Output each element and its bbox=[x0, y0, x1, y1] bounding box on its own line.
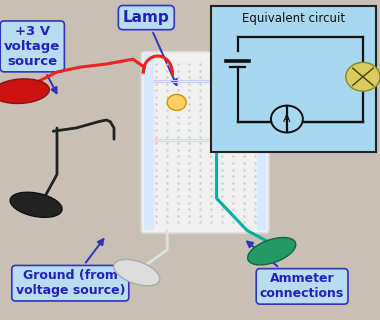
Bar bbox=[211, 6, 376, 152]
Circle shape bbox=[167, 94, 186, 110]
Bar bbox=[256, 54, 266, 230]
FancyBboxPatch shape bbox=[141, 52, 269, 233]
Circle shape bbox=[271, 106, 303, 132]
Text: +3 V
voltage
source: +3 V voltage source bbox=[4, 25, 60, 93]
Text: Ground (from
voltage source): Ground (from voltage source) bbox=[16, 239, 125, 297]
Ellipse shape bbox=[0, 79, 49, 103]
Text: Equivalent circuit: Equivalent circuit bbox=[242, 12, 345, 25]
Bar bbox=[144, 54, 154, 230]
Ellipse shape bbox=[10, 192, 62, 217]
Text: A: A bbox=[283, 114, 291, 124]
Ellipse shape bbox=[114, 260, 160, 286]
Ellipse shape bbox=[248, 237, 296, 265]
Text: Lamp: Lamp bbox=[123, 10, 177, 85]
Circle shape bbox=[346, 62, 380, 91]
Text: Ammeter
connections: Ammeter connections bbox=[247, 242, 344, 300]
